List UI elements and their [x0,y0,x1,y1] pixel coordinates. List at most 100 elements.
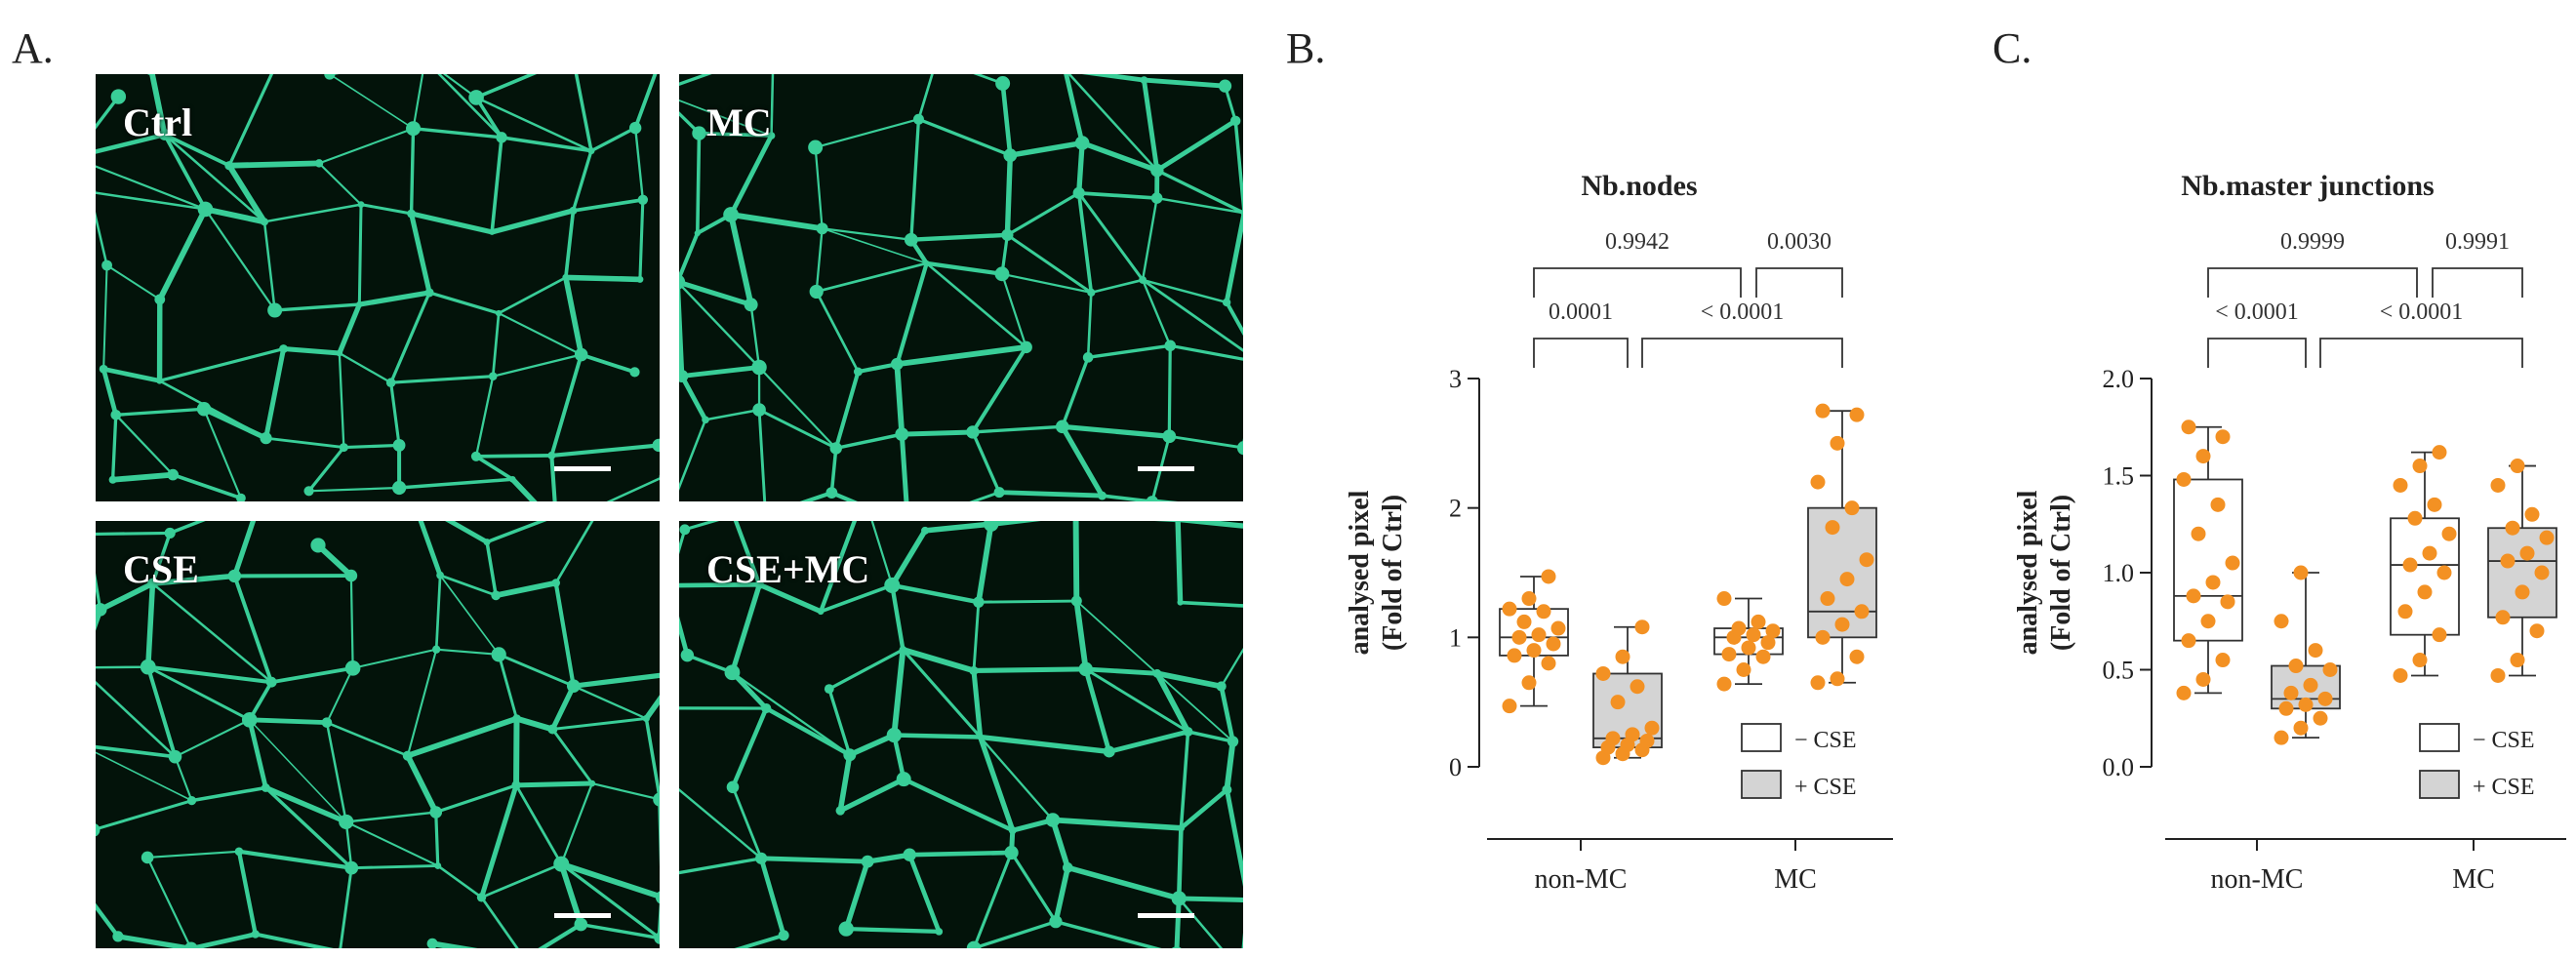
network-branch [890,582,982,605]
network-node [236,493,246,501]
data-point [2317,691,2333,706]
network-branch [906,852,942,935]
network-branch [906,850,1014,858]
network-node [752,403,766,417]
network-node [767,132,776,140]
network-node [424,288,434,298]
network-node [196,402,212,417]
network-node [1055,420,1069,434]
network-branch [338,351,345,449]
data-point [2215,429,2231,445]
p-value-label: 0.0030 [1767,229,1831,255]
network-node [636,275,644,283]
network-mesh [96,521,660,948]
network-branch [438,574,498,597]
network-node [339,443,348,453]
network-node [1152,668,1162,678]
network-branch [550,717,648,731]
legend-swatch [1741,723,1782,752]
network-node [679,524,691,536]
network-branch [579,922,660,940]
network-branch [249,719,347,823]
network-branch [262,203,363,223]
network-branch [1176,521,1243,529]
network-branch [110,413,118,482]
data-point [2225,555,2240,571]
network-node [108,475,117,484]
network-branch [1050,817,1071,871]
network-branch [146,665,252,722]
network-node [553,856,570,872]
network-branch [695,131,702,235]
data-point [2422,545,2437,561]
data-point [2220,594,2235,610]
network-branch [1178,600,1243,608]
network-node [241,712,258,728]
network-branch [474,96,593,152]
data-point [2293,565,2309,580]
network-branch [550,728,594,785]
micrograph-label: MC [706,100,772,144]
network-node [1004,845,1019,860]
network-branch [150,531,172,585]
network-node [726,780,740,794]
network-node [339,814,354,830]
significance-bracket [1641,338,1843,368]
network-node [628,121,642,135]
network-branch [404,752,439,816]
network-branch [247,717,330,726]
network-branch [96,531,172,537]
data-point [2412,459,2428,474]
network-node [861,855,874,868]
network-branch [114,414,175,476]
network-branch [226,162,267,225]
network-branch [571,149,593,213]
network-branch [174,718,251,758]
data-point [1644,720,1660,736]
network-node [1177,824,1186,832]
network-node [407,209,416,219]
network-branch [96,132,167,154]
data-point [2407,510,2423,526]
network-branch [349,864,440,870]
network-node [1062,862,1073,873]
network-branch [344,811,437,823]
network-branch [498,311,583,356]
network-branch [1241,932,1243,948]
network-branch [856,362,900,375]
network-node [966,425,980,439]
y-axis-label-line: analysed pixel [1345,490,1375,655]
network-branch [633,126,645,201]
data-point [1834,617,1850,632]
network-node [167,468,180,481]
network-branch [1061,355,1090,429]
network-node [476,893,487,902]
data-point [1755,649,1771,664]
data-point [2432,445,2447,460]
significance-bracket [1755,267,1843,298]
network-branch [344,820,439,867]
p-value-label: 0.9991 [2445,229,2510,255]
network-node [168,749,182,764]
network-branch [479,782,519,900]
network-branch [96,665,149,669]
network-branch [757,408,767,501]
network-branch [429,940,478,948]
data-point [1854,604,1870,619]
network-node [265,676,277,688]
network-branch [679,857,763,875]
network-node [511,780,521,790]
network-branch [151,581,273,684]
network-branch [679,365,762,379]
network-node [587,147,595,155]
network-node [336,349,343,357]
data-point [1830,435,1845,451]
network-node [896,772,911,787]
data-point [2210,497,2226,512]
data-point [1610,695,1626,710]
y-tick-label: 2 [1449,495,1462,523]
network-branch [1005,233,1093,295]
network-branch [188,932,259,948]
network-node [817,608,825,616]
y-axis-label-line: (Fold of Ctrl) [2046,495,2076,651]
